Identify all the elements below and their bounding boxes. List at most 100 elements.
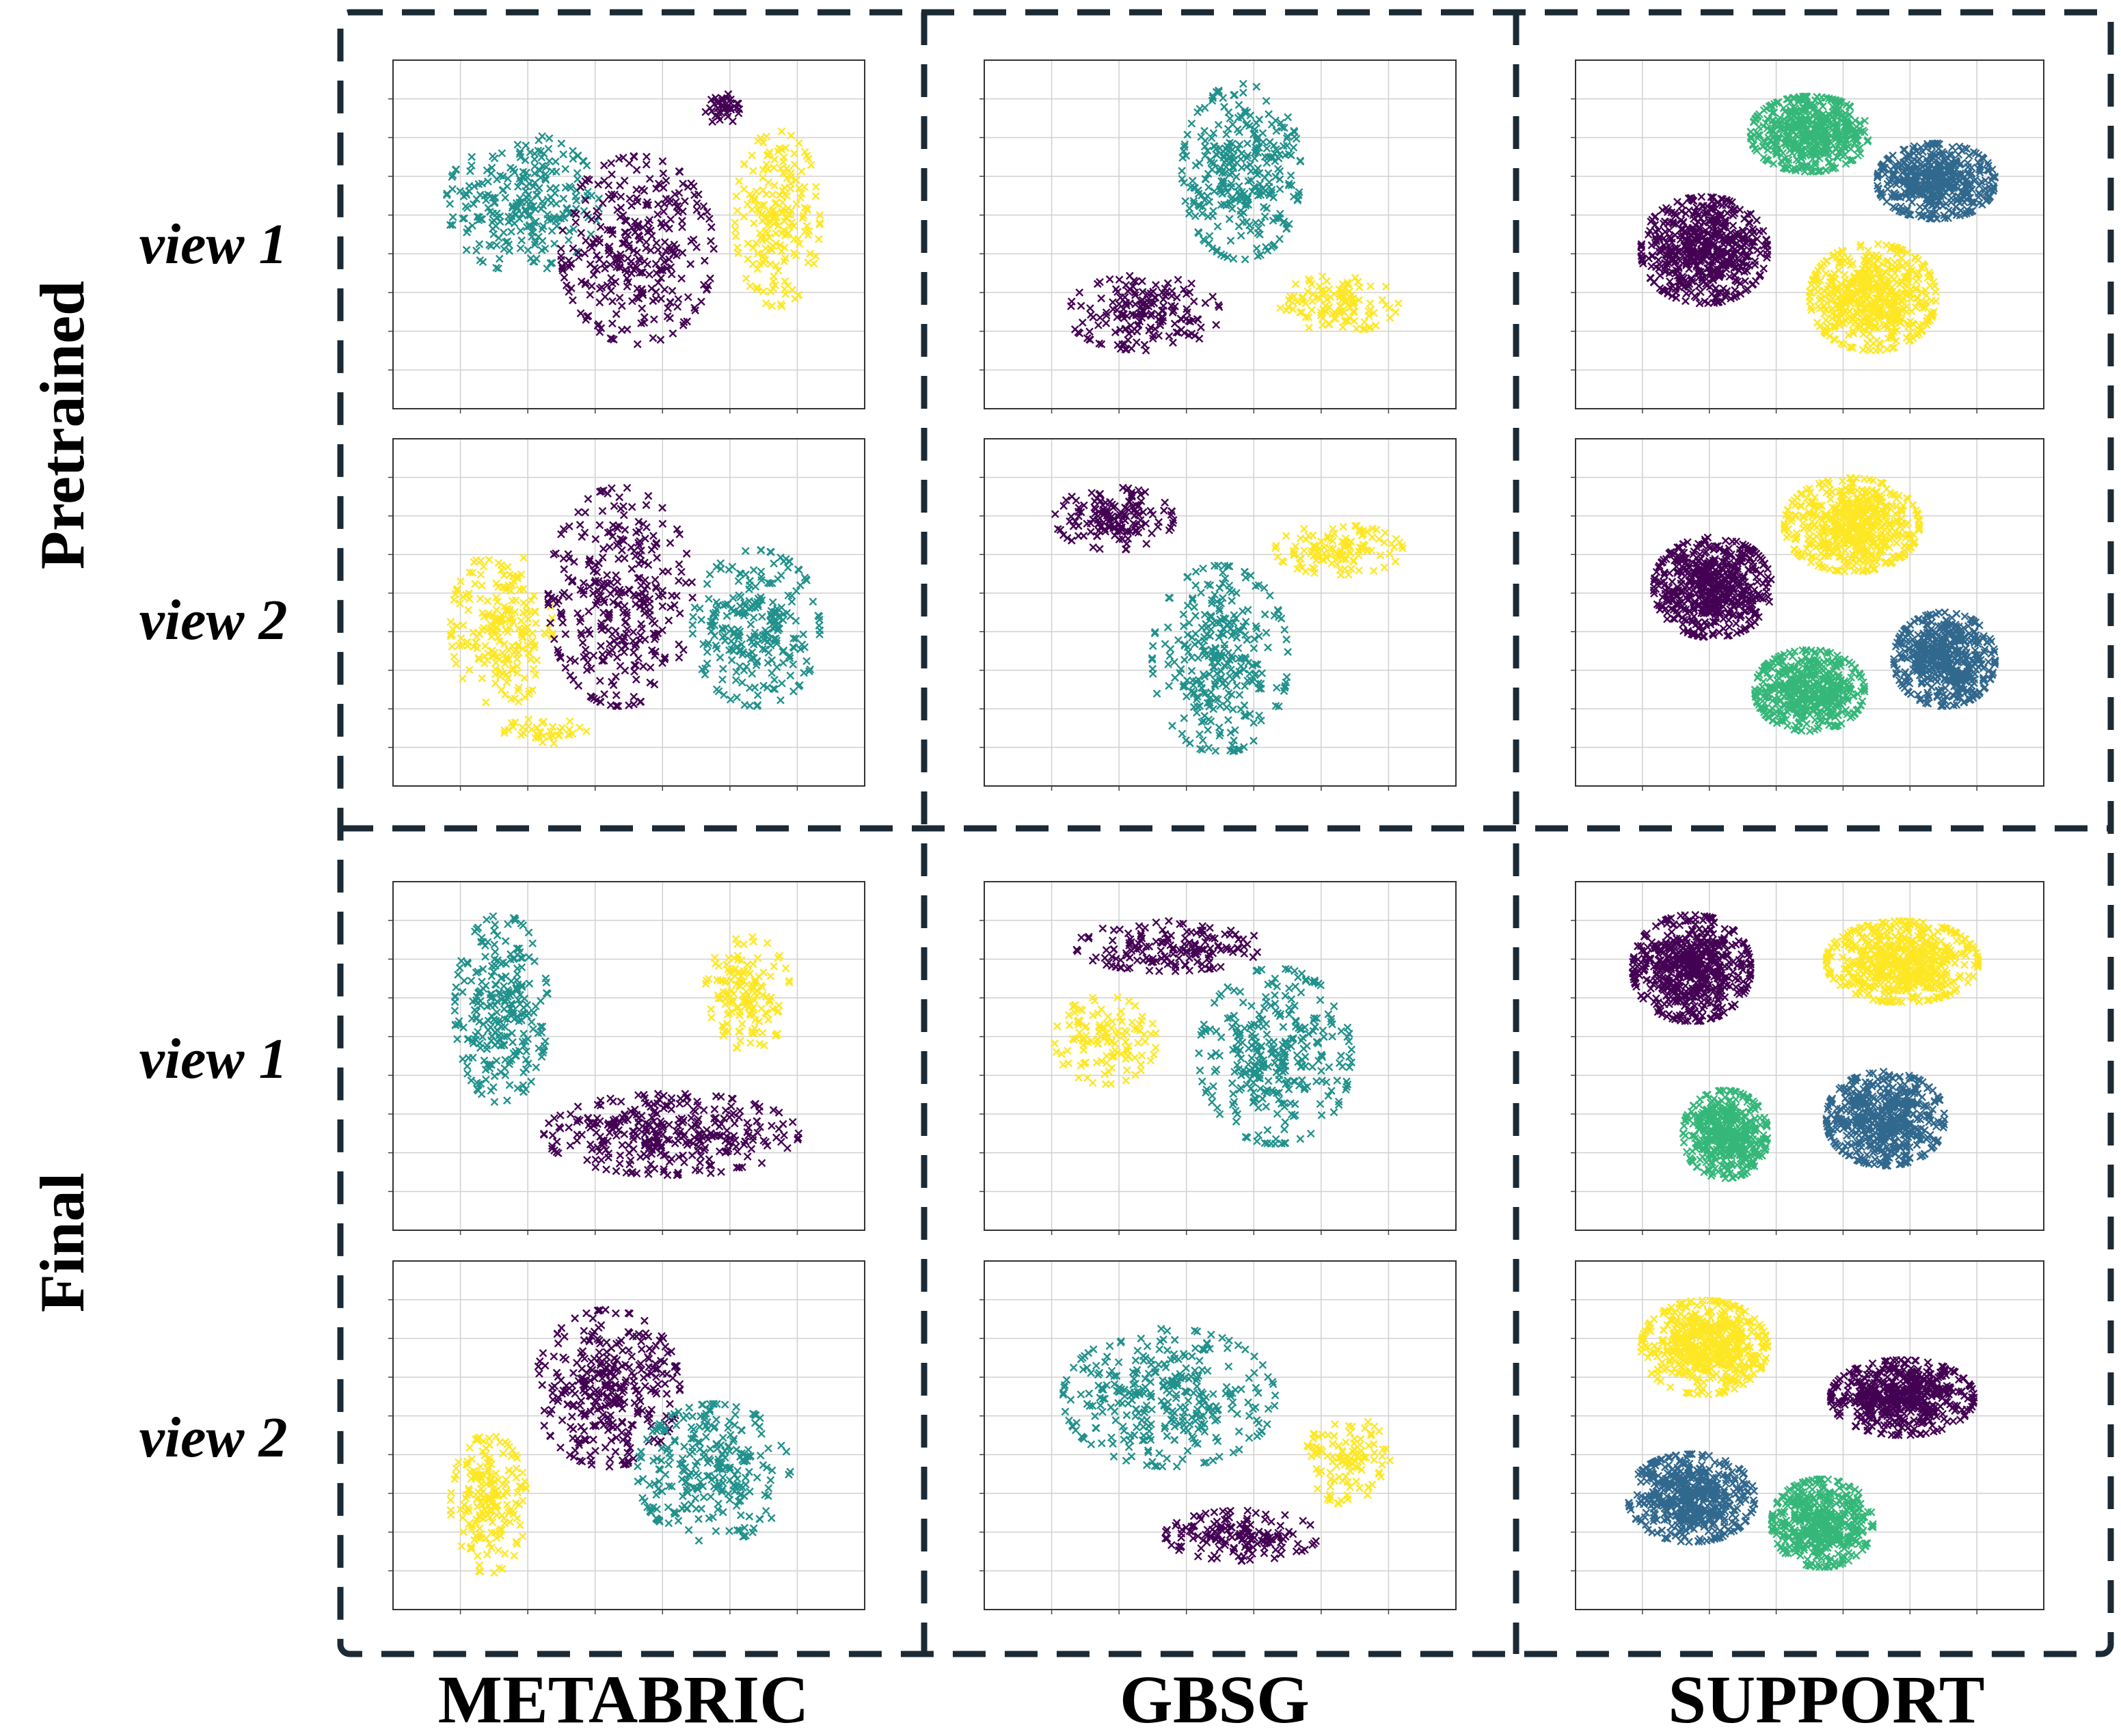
scatter-points [1051, 483, 1407, 756]
panel-pretrained-view2-gbsg [980, 438, 1457, 791]
scatter-marks-purple [1649, 533, 1775, 641]
cluster-yellow [446, 554, 556, 707]
view-label-final-1: view 1 [139, 1027, 288, 1091]
axes-border [984, 881, 1457, 1231]
panel-pretrained-view1-metabric [388, 59, 865, 413]
scatter-points [1637, 92, 1999, 355]
column-label-metabric: METABRIC [438, 1662, 809, 1736]
cluster-purple [544, 483, 697, 710]
cluster-teal [1059, 1325, 1280, 1471]
scatter-marks-yellow [1805, 240, 1941, 355]
cluster-yellow [500, 715, 591, 748]
panels-group [388, 59, 2044, 1614]
scatter-points [1059, 1325, 1394, 1565]
cluster-yellow [1303, 1418, 1394, 1508]
cluster-yellow [1780, 474, 1923, 576]
gridlines [1571, 439, 2044, 791]
plot-area [984, 60, 1456, 409]
cluster-purple [701, 90, 744, 126]
cluster-green [1751, 646, 1869, 735]
panel-final-view1-support [1571, 881, 2044, 1235]
scatter-marks-green [1679, 1086, 1772, 1182]
scatter-marks-purple [1628, 910, 1755, 1025]
axes-border [1575, 438, 2044, 787]
scatter-marks-purple [1826, 1356, 1978, 1439]
axes-border [392, 1260, 865, 1610]
gridlines [388, 439, 865, 791]
scatter-marks-yellow [1637, 1296, 1772, 1399]
scatter-marks-yellow [446, 554, 556, 707]
cluster-yellow [1805, 240, 1941, 355]
scatter-points [1628, 910, 1982, 1182]
column-label-gbsg: GBSG [1120, 1662, 1310, 1736]
scatter-points [1051, 917, 1356, 1148]
scatter-marks-purple [1067, 271, 1224, 355]
panel-final-view2-metabric [388, 1260, 865, 1614]
scatter-marks-yellow [1051, 993, 1160, 1089]
panel-final-view2-support [1571, 1260, 2044, 1614]
panel-final-view1-gbsg [980, 881, 1457, 1235]
view-label-pretrained-1: view 1 [139, 213, 288, 276]
row-group-label-final: Final [27, 1173, 97, 1312]
scatter-marks-teal [1148, 561, 1292, 756]
scatter-points [1625, 1296, 1978, 1571]
gridlines [1571, 882, 2044, 1235]
scatter-marks-teal [442, 132, 604, 273]
cluster-yellow [731, 127, 824, 310]
cluster-teal [1195, 964, 1356, 1148]
scatter-marks-purple [544, 483, 697, 710]
cluster-teal [1178, 79, 1305, 264]
cluster-yellow [701, 933, 794, 1053]
cluster-teal [634, 1400, 794, 1545]
scatter-marks-teal [450, 912, 552, 1107]
panel-final-view2-gbsg [980, 1260, 1457, 1614]
dashed-frame [337, 9, 2114, 1657]
axes-border [392, 59, 865, 409]
scatter-marks-green [1746, 92, 1872, 176]
labels-group: Pretrained Final view 1 view 2 view 1 vi… [27, 213, 1985, 1736]
cluster-teal [1148, 561, 1292, 756]
cluster-yellow [1637, 1296, 1772, 1399]
scatter-points [446, 483, 824, 748]
scatter-marks-teal [1195, 964, 1356, 1148]
panel-pretrained-view2-metabric [388, 438, 865, 791]
column-label-support: SUPPORT [1668, 1662, 1984, 1736]
plot-area [1576, 439, 2044, 786]
cluster-purple [556, 152, 718, 349]
cluster-yellow [1822, 917, 1982, 1007]
scatter-marks-purple [1051, 483, 1178, 554]
panel-final-view1-metabric [388, 881, 865, 1235]
scatter-marks-teal [1178, 79, 1305, 264]
scatter-marks-teal [1059, 1325, 1280, 1471]
row-group-label-pretrained: Pretrained [27, 281, 97, 569]
plot-area [984, 1261, 1456, 1610]
cluster-purple [1826, 1356, 1978, 1439]
scatter-marks-yellow [446, 1433, 530, 1577]
scatter-marks-purple [1637, 193, 1772, 308]
scatter-marks-purple [534, 1305, 684, 1471]
cluster-yellow [1051, 993, 1160, 1089]
outer-dashed-border [337, 9, 2114, 1657]
panel-pretrained-view1-gbsg [980, 59, 1457, 413]
scatter-marks-blue [1873, 139, 1999, 223]
scatter-marks-green [1768, 1475, 1877, 1571]
cluster-blue [1822, 1068, 1949, 1170]
scatter-marks-blue [1625, 1450, 1759, 1546]
scatter-points [442, 90, 824, 349]
cluster-yellow [1276, 272, 1403, 334]
cluster-teal [442, 132, 604, 273]
scatter-marks-yellow [500, 715, 591, 748]
scatter-marks-yellow [1780, 474, 1923, 576]
scatter-marks-purple [1161, 1506, 1321, 1565]
scatter-points [446, 1305, 794, 1577]
cluster-purple [1637, 193, 1772, 308]
cluster-blue [1625, 1450, 1759, 1546]
cluster-purple [1072, 917, 1262, 975]
axes-border [984, 438, 1457, 787]
cluster-green [1679, 1086, 1772, 1182]
scatter-marks-green [1751, 646, 1869, 735]
scatter-marks-teal [634, 1400, 794, 1545]
scatter-marks-purple [701, 90, 744, 126]
axes-border [984, 1260, 1457, 1610]
scatter-marks-yellow [1303, 1418, 1394, 1508]
